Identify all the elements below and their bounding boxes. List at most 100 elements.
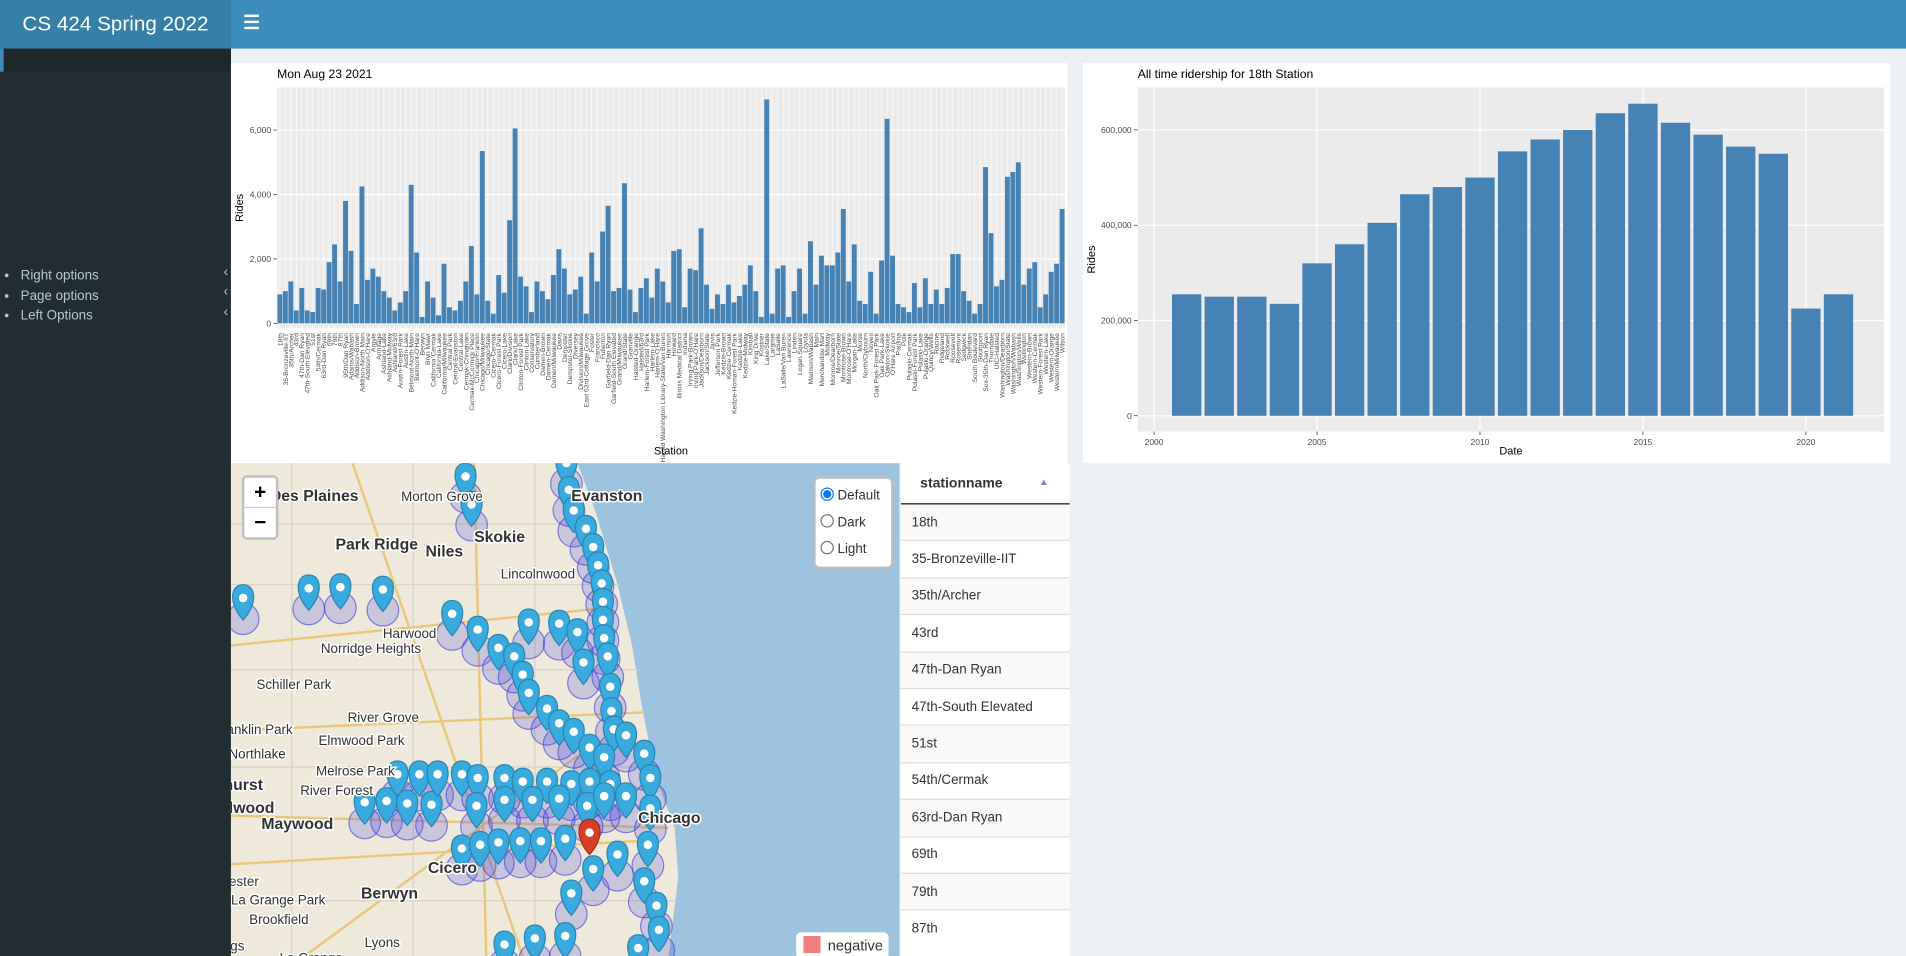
bar [1032, 262, 1038, 324]
bar [1465, 177, 1495, 416]
table-row[interactable]: 69th [900, 835, 1070, 874]
x-tick-label: 79th [332, 333, 339, 346]
map[interactable]: Des Plaines Morton Grove Evanston Skokie Par… [230, 463, 900, 956]
bar [594, 281, 600, 324]
bar [403, 291, 409, 324]
x-tick-label: Morse [857, 333, 864, 352]
x-tick-label: Irving Park-O'Hare [693, 333, 700, 388]
bar [868, 271, 874, 324]
station-marker[interactable] [555, 463, 578, 486]
header: CS 424 Spring 2022 [0, 0, 1906, 49]
menu-toggle[interactable] [244, 14, 259, 33]
y-tick-label: 200,000 [1101, 316, 1132, 326]
station-marker[interactable] [297, 574, 320, 612]
bar [463, 281, 469, 324]
x-tick-label: Noyes [868, 332, 875, 352]
x-tick-label: Grand/Milwaukee [616, 333, 623, 385]
column-header[interactable]: stationname ▲ [900, 463, 1070, 505]
x-tick-label: California-Cermak [430, 332, 437, 386]
place-label: Schiller Park [256, 677, 331, 692]
table-row[interactable]: 87th [900, 909, 1070, 947]
bar [1530, 139, 1560, 416]
marker-dot [569, 727, 578, 737]
marker-dot [509, 652, 519, 661]
marker-dot [593, 560, 603, 570]
x-tick-label: Western-Forest Park [1038, 332, 1045, 394]
marker-dot [585, 777, 594, 786]
x-tick-label: Illinois Medical District [677, 333, 684, 399]
bar [436, 315, 441, 324]
x-tick-label: Loyola [802, 333, 809, 353]
zoom-out[interactable]: − [254, 510, 267, 534]
menu-item[interactable]: Left Options [21, 306, 99, 326]
marker-dot [494, 643, 503, 653]
layer-radio[interactable] [820, 514, 834, 528]
table-row[interactable]: 18th [900, 503, 1070, 541]
layer-radio[interactable] [820, 540, 834, 555]
bar [906, 312, 912, 324]
bar [611, 291, 617, 324]
x-tick-label: Western/Milwaukee [1054, 333, 1061, 391]
layer-label: Light [837, 542, 867, 557]
marker-dot [542, 777, 552, 786]
table-row[interactable]: 35th/Archer [900, 577, 1070, 615]
marker-dot [402, 799, 412, 808]
layer-option[interactable]: Dark [820, 509, 892, 536]
table-row[interactable]: 47th-South Elevated [900, 687, 1070, 726]
bar [654, 268, 660, 324]
place-label: Franklin Park [231, 722, 293, 737]
place-label: Melrose Park [316, 764, 395, 779]
place-label: River Grove [348, 710, 419, 725]
menu-item[interactable]: Page options [21, 286, 99, 306]
table-row[interactable]: 35-Bronzeville-IIT [900, 540, 1070, 578]
table-row[interactable]: 43rd [900, 614, 1070, 652]
x-tick-label: Indiana [682, 333, 689, 355]
place-label: Westchester [231, 874, 259, 889]
bar [922, 278, 928, 324]
place-label: Skokie [474, 529, 525, 546]
bar [589, 252, 595, 324]
x-tick-label: Chicago/Franklin [474, 333, 481, 383]
bar [813, 284, 819, 324]
x-tick-label: 35-Bronzeville-IIT [283, 333, 290, 385]
bar [665, 302, 671, 324]
layer-radio[interactable] [820, 487, 834, 501]
bar [1497, 151, 1528, 416]
layer-option[interactable]: Light [820, 536, 892, 563]
bar [277, 294, 283, 324]
bar [1628, 103, 1658, 416]
layer-option[interactable]: Default [820, 483, 892, 510]
bar [769, 313, 775, 324]
bar [1693, 134, 1723, 416]
x-tick-label: 2020 [1796, 437, 1815, 447]
x-tick-label: 87th [337, 333, 344, 346]
bar [988, 233, 994, 324]
table-row[interactable]: 47th-Dan Ryan [900, 651, 1070, 689]
bar [496, 275, 502, 324]
bar [518, 276, 524, 324]
menu-item[interactable]: Right options [21, 266, 99, 286]
table-row[interactable]: 79th [900, 872, 1070, 911]
bar [911, 283, 917, 324]
zoom-in[interactable]: + [244, 478, 276, 509]
place-label: Lyons [365, 935, 400, 950]
table-row[interactable]: 63rd-Dan Ryan [900, 798, 1070, 837]
bar [321, 289, 327, 324]
table-row[interactable]: 51st [900, 724, 1070, 763]
marker-dot [360, 798, 369, 807]
table-row[interactable]: 54th/Cermak [900, 761, 1070, 800]
station-marker[interactable] [232, 584, 255, 621]
bar [966, 300, 972, 324]
bar [572, 289, 578, 324]
marker-dot [473, 625, 482, 634]
marker-dot [500, 940, 509, 949]
x-tick-label: Cicero-Forest Park [496, 332, 503, 389]
chart-panel: All time ridership for 18th Station Rides… [1083, 63, 1891, 464]
x-tick-label: Kedzie-Brown [720, 333, 727, 375]
x-tick-label: Chicago/Milwaukee [480, 333, 487, 391]
bar [671, 250, 677, 324]
x-tick-label: Western-Orange [1049, 333, 1056, 382]
bar [1302, 263, 1332, 416]
x-tick-label: Kedzie-Cermak [726, 332, 733, 379]
